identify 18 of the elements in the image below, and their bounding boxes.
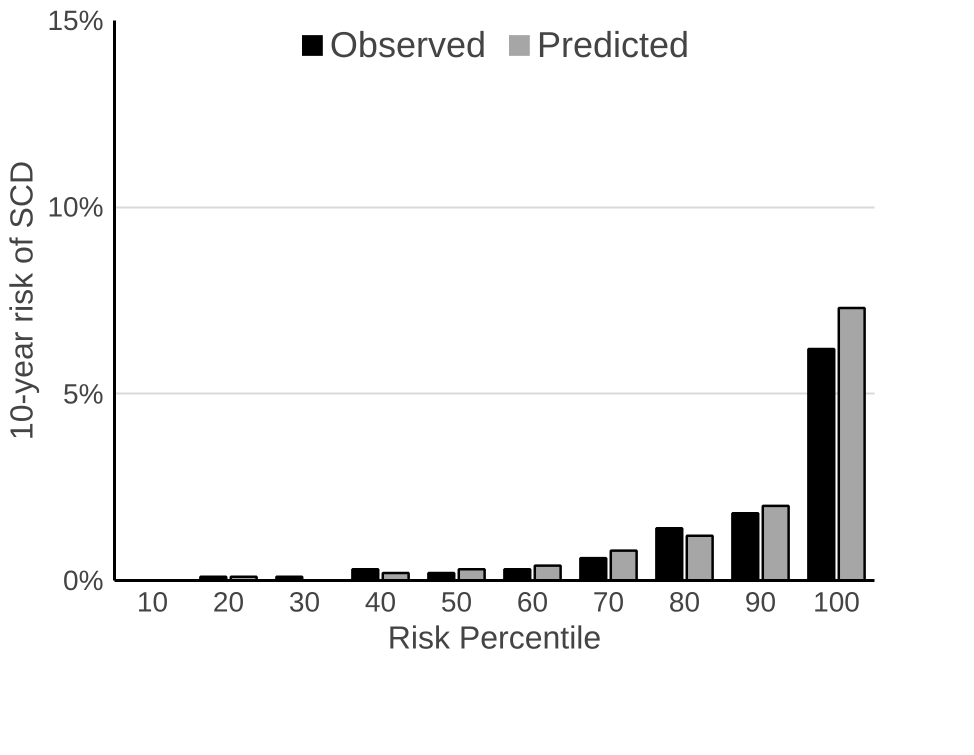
x-tick-label: 80 — [668, 586, 700, 618]
x-tick-label: 90 — [744, 586, 776, 618]
y-axis-title: 10-year risk of SCD — [3, 160, 40, 440]
x-tick-label: 40 — [364, 586, 396, 618]
x-tick-label: 70 — [592, 586, 624, 618]
x-tick-label: 50 — [440, 586, 472, 618]
y-tick-label: 0% — [63, 565, 104, 596]
legend-label: Predicted — [536, 24, 690, 66]
legend-label: Observed — [330, 24, 486, 66]
y-tick-label: 15% — [47, 5, 104, 36]
x-tick-label: 10 — [136, 586, 168, 618]
x-tick-label: 30 — [288, 586, 320, 618]
x-axis-title: Risk Percentile — [388, 620, 602, 656]
x-tick-label: 20 — [212, 586, 244, 618]
x-tick-label: 100 — [813, 586, 860, 618]
y-tick-label: 10% — [47, 192, 104, 223]
y-tick-label: 5% — [63, 378, 104, 410]
x-tick-label: 60 — [516, 586, 548, 618]
